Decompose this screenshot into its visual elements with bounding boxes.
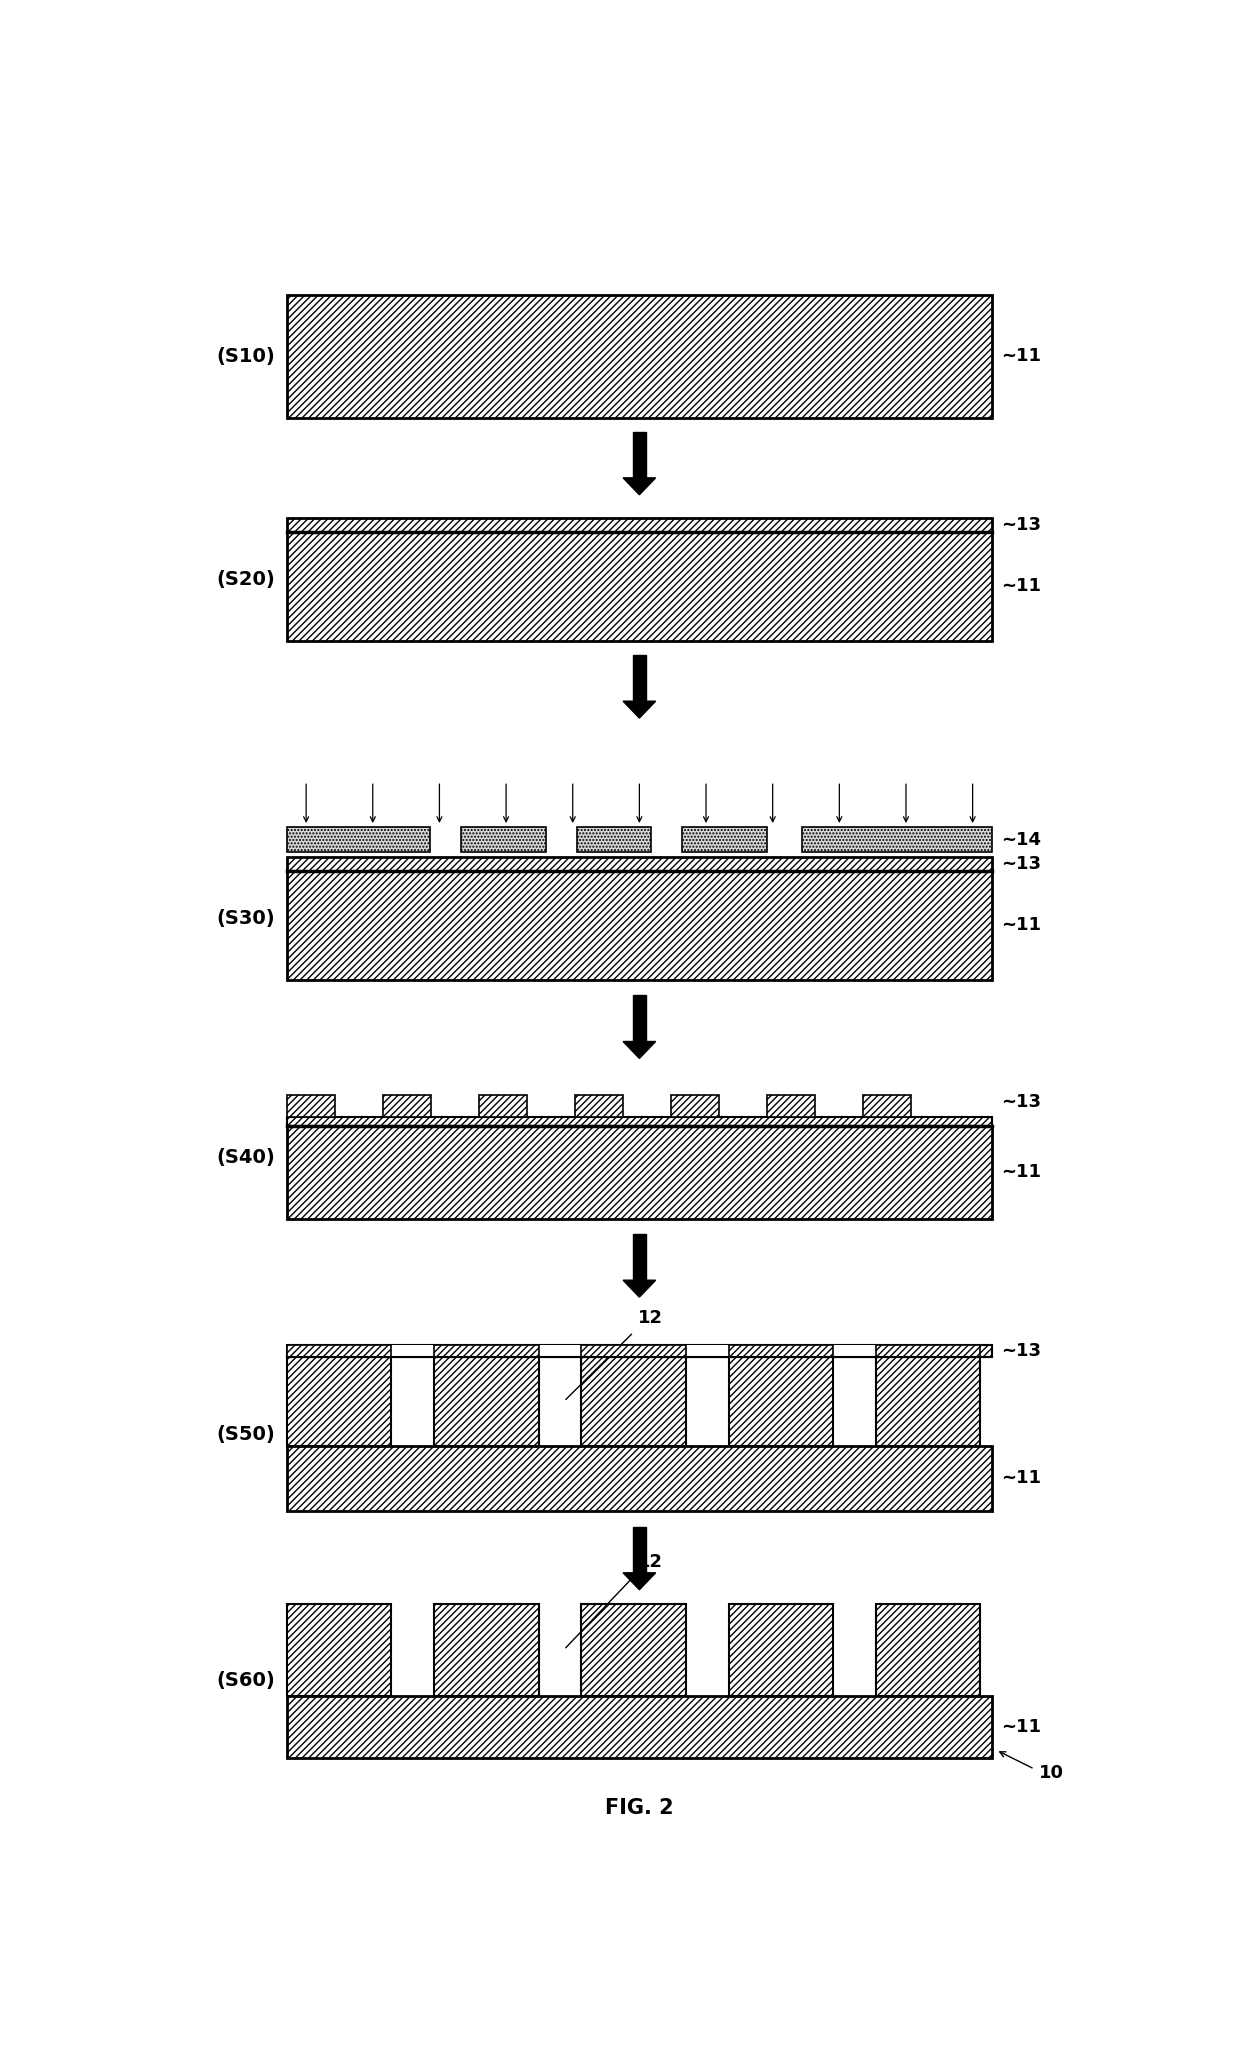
Bar bbox=[833, 1346, 875, 1358]
Bar bbox=[634, 1234, 646, 1279]
Polygon shape bbox=[624, 1279, 656, 1298]
Bar bbox=[582, 1346, 686, 1358]
Bar bbox=[729, 1346, 833, 1358]
Bar bbox=[634, 654, 646, 702]
Bar bbox=[538, 1346, 582, 1358]
Text: (S40): (S40) bbox=[216, 1147, 275, 1167]
Bar bbox=[286, 518, 992, 532]
Polygon shape bbox=[624, 702, 656, 718]
Bar bbox=[286, 1604, 392, 1695]
Text: 12: 12 bbox=[637, 1552, 662, 1571]
Bar bbox=[863, 1095, 911, 1118]
Bar bbox=[286, 1126, 992, 1219]
Bar bbox=[686, 1346, 729, 1358]
Bar bbox=[434, 1358, 538, 1445]
Bar bbox=[768, 1095, 816, 1118]
Bar bbox=[875, 1346, 981, 1358]
Bar bbox=[479, 1095, 527, 1118]
Bar bbox=[286, 828, 430, 853]
Bar bbox=[802, 828, 992, 853]
Text: ~14: ~14 bbox=[1002, 830, 1042, 849]
Bar bbox=[286, 294, 992, 418]
Bar bbox=[582, 1604, 686, 1695]
Text: ~13: ~13 bbox=[1002, 515, 1042, 534]
Bar bbox=[875, 1604, 981, 1695]
Text: (S50): (S50) bbox=[216, 1424, 275, 1443]
Bar bbox=[575, 1095, 622, 1118]
Text: ~11: ~11 bbox=[1002, 1718, 1042, 1737]
Text: ~11: ~11 bbox=[1002, 1470, 1042, 1488]
Bar bbox=[286, 532, 992, 642]
Text: 10: 10 bbox=[1039, 1764, 1064, 1782]
Text: (S30): (S30) bbox=[217, 909, 275, 927]
Polygon shape bbox=[624, 1041, 656, 1058]
Text: ~13: ~13 bbox=[1002, 1093, 1042, 1112]
Bar bbox=[434, 1604, 538, 1695]
Bar bbox=[634, 433, 646, 478]
Polygon shape bbox=[624, 478, 656, 495]
Bar bbox=[729, 1604, 833, 1695]
Text: ~11: ~11 bbox=[1002, 578, 1042, 596]
Bar bbox=[582, 1358, 686, 1445]
Bar bbox=[671, 1095, 719, 1118]
Bar bbox=[875, 1358, 981, 1445]
Text: (S60): (S60) bbox=[216, 1670, 275, 1689]
Text: ~11: ~11 bbox=[1002, 1163, 1042, 1182]
Polygon shape bbox=[624, 1573, 656, 1590]
Bar bbox=[286, 1118, 992, 1126]
Bar bbox=[286, 871, 992, 979]
Bar bbox=[578, 828, 651, 853]
Text: ~13: ~13 bbox=[1002, 1341, 1042, 1360]
Bar bbox=[682, 828, 768, 853]
Bar bbox=[729, 1358, 833, 1445]
Text: 12: 12 bbox=[637, 1308, 662, 1327]
Text: (S20): (S20) bbox=[216, 569, 275, 590]
Text: (S10): (S10) bbox=[216, 346, 275, 366]
Text: ~13: ~13 bbox=[1002, 855, 1042, 874]
Bar bbox=[434, 1346, 538, 1358]
Bar bbox=[286, 1445, 992, 1511]
Bar bbox=[286, 1346, 392, 1358]
Bar bbox=[286, 1358, 392, 1445]
Bar bbox=[634, 996, 646, 1041]
Bar bbox=[392, 1346, 434, 1358]
Text: FIG. 2: FIG. 2 bbox=[605, 1797, 673, 1817]
Bar bbox=[286, 1095, 335, 1118]
Bar bbox=[634, 1526, 646, 1573]
Bar bbox=[286, 857, 992, 871]
Text: ~11: ~11 bbox=[1002, 917, 1042, 934]
Bar bbox=[383, 1095, 432, 1118]
Bar bbox=[461, 828, 547, 853]
Text: ~11: ~11 bbox=[1002, 348, 1042, 364]
Bar bbox=[286, 1346, 992, 1358]
Bar bbox=[286, 1695, 992, 1757]
